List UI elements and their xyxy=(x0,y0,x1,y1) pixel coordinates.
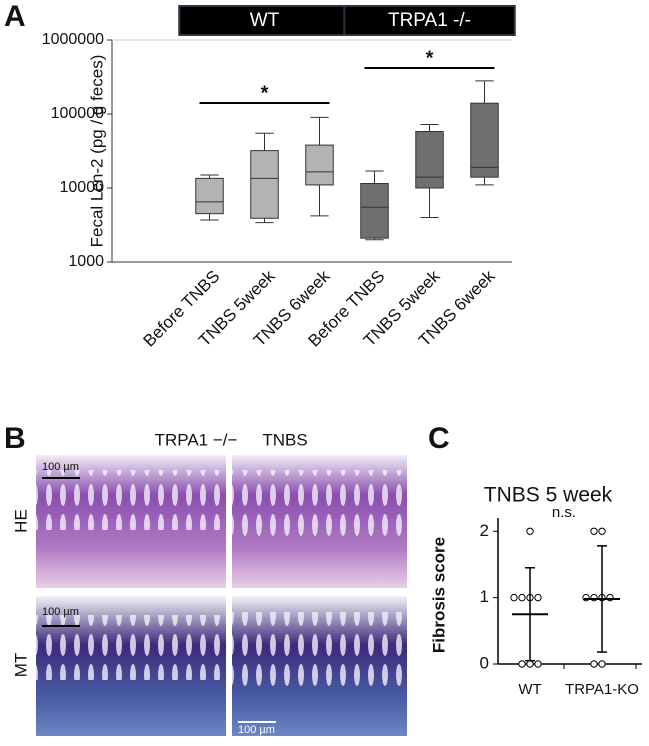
x-tick-label: TRPA1-KO xyxy=(565,681,639,698)
scale-bar-label: 100 µm xyxy=(42,461,79,473)
data-point xyxy=(534,660,542,668)
data-point xyxy=(590,527,598,535)
annotation: n.s. xyxy=(552,504,576,521)
histology-images xyxy=(36,455,407,736)
group-header xyxy=(178,5,351,36)
image-texture xyxy=(232,612,407,692)
row-label: HE xyxy=(11,509,30,533)
box xyxy=(360,183,389,239)
image-texture xyxy=(36,470,226,530)
scale-bar-label: 100 µm xyxy=(42,606,79,618)
data-point xyxy=(518,660,526,668)
data-point xyxy=(598,527,606,535)
data-point xyxy=(518,593,526,602)
data-point xyxy=(598,660,606,668)
group-label: WT xyxy=(250,10,280,31)
y-tick-label: 1 xyxy=(480,587,489,606)
histology-treatment: TNBS xyxy=(262,430,307,449)
data-point xyxy=(590,660,598,668)
group-label: TRPA1 -/- xyxy=(388,10,471,31)
histology-title: TRPA1 −/− xyxy=(155,430,238,449)
chart-title: TNBS 5 week xyxy=(484,484,613,507)
x-tick-label: WT xyxy=(518,681,541,698)
box xyxy=(250,150,279,219)
panel-label: A xyxy=(4,0,26,33)
significance-label: * xyxy=(426,47,434,69)
scale-bar-label: 100 µm xyxy=(238,724,275,736)
box xyxy=(195,177,224,215)
significance-label: * xyxy=(261,82,269,104)
y-tick-label: 2 xyxy=(480,521,489,540)
y-tick-label: 1000000 xyxy=(42,31,104,48)
y-tick-label: 1000 xyxy=(68,253,104,270)
row-label: MT xyxy=(11,653,30,678)
group-header xyxy=(343,5,516,36)
y-tick-label: 10000 xyxy=(60,179,105,196)
y-axis-label: Fibrosis score xyxy=(429,537,448,653)
y-tick-label: 0 xyxy=(480,653,489,672)
panel-label: C xyxy=(428,422,450,455)
box xyxy=(305,144,334,186)
y-axis-label: Fecal Lcn-2 (pg / g feces) xyxy=(87,55,106,248)
box xyxy=(415,131,444,189)
panel-label: B xyxy=(4,422,26,455)
box xyxy=(470,102,499,178)
data-point xyxy=(526,660,534,668)
y-tick-label: 100000 xyxy=(51,105,104,122)
data-point xyxy=(510,593,518,602)
image-texture xyxy=(36,615,226,680)
image-texture xyxy=(232,470,407,540)
data-point xyxy=(534,593,542,602)
data-point xyxy=(526,527,534,535)
